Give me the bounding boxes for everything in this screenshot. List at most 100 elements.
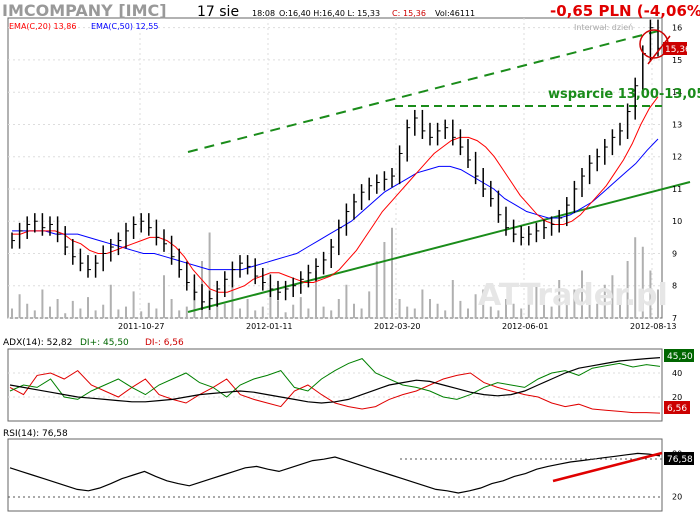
volume-bar <box>611 275 614 318</box>
date-tick: 2012-03-20 <box>374 322 421 331</box>
rsi-trend-line <box>552 451 663 483</box>
volume-bar <box>550 306 553 318</box>
volume-bar <box>375 261 378 318</box>
header-close-label: C: <box>392 9 400 18</box>
price-y-tick: 13 <box>672 120 682 129</box>
price-y-tick: 16 <box>672 24 682 33</box>
volume-bar <box>406 306 409 318</box>
lower-trend-line <box>187 181 691 313</box>
header-ohlc: O:16,40 H:16,40 L: 15,33 <box>279 9 380 18</box>
adx-panel-frame <box>7 348 663 422</box>
volume-bar <box>619 289 621 318</box>
volume-bar <box>155 308 158 318</box>
volume-bar <box>505 299 507 318</box>
volume-bar <box>543 300 545 318</box>
volume-bar <box>56 299 59 318</box>
volume-bar <box>383 242 386 318</box>
volume-bar <box>49 306 51 318</box>
support-annotation: wsparcie 13,00-13,05 <box>548 87 700 102</box>
volume-bar <box>641 246 644 318</box>
volume-bar <box>489 306 492 318</box>
volume-bar <box>596 303 599 318</box>
date-tick: 2012-08-13 <box>630 322 677 331</box>
volume-bar <box>444 310 447 318</box>
adx-legend: ADX(14): 52,82 <box>3 338 72 348</box>
volume-bar <box>239 308 241 318</box>
volume-bar <box>277 300 279 318</box>
ticker-title: IMCOMPANY [IMC] <box>2 1 167 20</box>
volume-bar <box>71 300 74 318</box>
price-y-tick: 11 <box>672 185 682 194</box>
ema20-legend: EMA(C,20) 13,86 <box>9 22 76 31</box>
volume-bar <box>368 291 371 318</box>
price-y-tick: 9 <box>672 249 677 258</box>
volume-bar <box>451 280 454 318</box>
volume-bar <box>565 294 568 318</box>
volume-bar <box>147 302 150 318</box>
volume-bar <box>117 309 120 318</box>
volume-bar <box>11 308 13 318</box>
header-time: 18:08 <box>252 9 275 18</box>
volume-bar <box>398 299 401 318</box>
volume-bar <box>41 289 44 318</box>
volume-bar <box>163 275 165 318</box>
volume-bar <box>79 308 82 318</box>
upper-channel-line <box>187 29 663 153</box>
volume-bar <box>421 289 424 318</box>
header-close-value: 15,36 <box>403 9 426 18</box>
volume-bar <box>353 303 355 318</box>
date-tick: 2012-01-11 <box>246 322 293 331</box>
di-minus-legend: DI-: 6,56 <box>145 338 184 348</box>
volume-bar <box>284 312 287 318</box>
volume-bar <box>337 299 340 318</box>
volume-bar <box>94 310 97 318</box>
volume-bar <box>512 303 515 318</box>
chart-marks: 7 8 9 10 11 12 13 14 15 16 2011-10-27 2012-01-11 201… <box>118 24 682 502</box>
volume-bar <box>467 308 469 318</box>
volume-bar <box>581 270 583 318</box>
volume-bar <box>345 284 348 318</box>
rsi-panel-frame <box>7 438 663 512</box>
volume-bar <box>109 284 112 318</box>
rsi-value-box <box>664 452 694 465</box>
volume-bar <box>603 284 606 318</box>
trend-lines <box>187 29 691 313</box>
di-plus-value-box <box>664 349 694 362</box>
volume-bar <box>315 270 317 318</box>
price-y-tick: 14 <box>672 88 682 97</box>
rsi-line <box>9 452 661 494</box>
volume-bar <box>261 306 264 318</box>
volume-bar <box>626 261 629 318</box>
volume-bar <box>208 232 211 318</box>
volume-bar <box>497 310 500 318</box>
volume-bar <box>436 303 439 318</box>
price-y-tick: 8 <box>672 282 677 291</box>
adx-y-tick: 20 <box>672 393 682 402</box>
volume-bar <box>132 291 135 318</box>
watermark: ATTrader.pl <box>478 278 668 313</box>
volume-bar <box>360 308 363 318</box>
volume-bar <box>558 280 561 318</box>
price-y-tick: 15 <box>672 56 682 65</box>
date-tick: 2011-10-27 <box>118 322 165 331</box>
price-y-tick: 12 <box>672 153 682 162</box>
volume-bar <box>254 310 257 318</box>
di-minus-line <box>9 369 661 414</box>
volume-bar <box>520 308 523 318</box>
volume-bar <box>535 284 538 318</box>
grid <box>8 18 662 398</box>
volume-bar <box>391 227 393 318</box>
volume-bar <box>429 299 431 318</box>
di-plus-line <box>9 358 661 400</box>
ema50-line <box>12 138 659 271</box>
adx-line <box>9 357 661 404</box>
di-minus-value-box <box>664 401 690 414</box>
volume-bar <box>588 299 591 318</box>
rsi-legend: RSI(14): 76,58 <box>3 429 68 439</box>
volume-bar <box>87 297 89 318</box>
volume-bar <box>330 310 333 318</box>
date-tick: 2012-06-01 <box>502 322 549 331</box>
volume-bar <box>33 310 36 318</box>
volume-bar <box>178 310 181 318</box>
volume-bar <box>527 297 530 318</box>
